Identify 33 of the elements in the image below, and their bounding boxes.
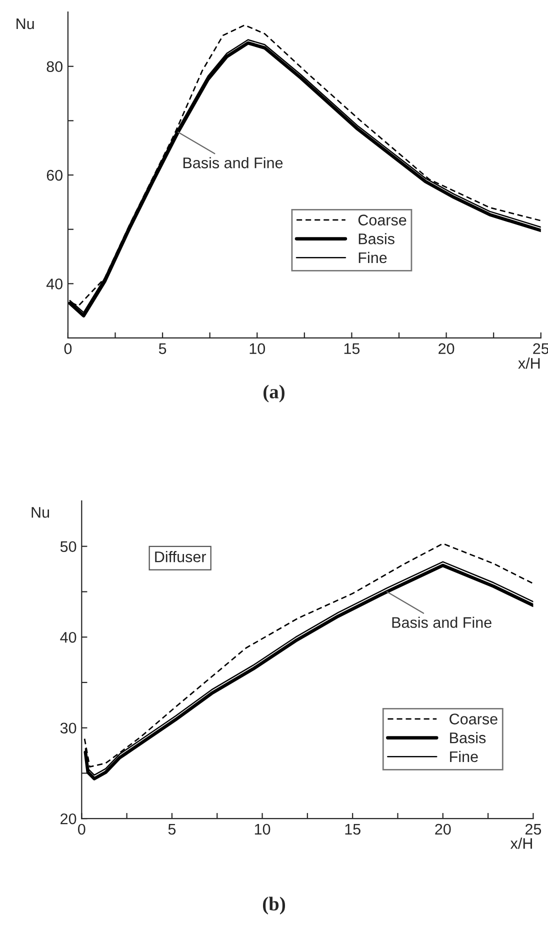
x-tick-label: 10 (250, 343, 266, 354)
text: (a) (264, 384, 284, 402)
y-axis-title: Nu (16, 18, 34, 30)
legend-label: Coarse (358, 214, 406, 226)
x-tick-label: 20 (435, 824, 451, 835)
x-tick-label: 25 (525, 824, 542, 835)
legend-label: Fine (450, 750, 478, 762)
x-tick-label: 0 (64, 343, 72, 354)
y-tick-label: 40 (60, 632, 76, 643)
annotation: Basis and Fine (392, 616, 492, 628)
y-tick-label: 40 (46, 278, 62, 290)
annotation: Basis and Fine (183, 157, 283, 168)
x-tick-label: 15 (344, 343, 360, 354)
annotation: Diffuser (155, 551, 206, 562)
x-tick-label: 15 (345, 824, 360, 835)
x-tick-label: 10 (254, 824, 270, 835)
y-tick-label: 60 (46, 170, 62, 181)
y-tick-label: 20 (60, 813, 76, 824)
x-tick-label: 20 (438, 343, 454, 354)
y-tick-label: 80 (46, 61, 62, 72)
x-tick-label: 0 (78, 824, 86, 835)
legend-label: Basis (450, 732, 486, 744)
x-tick-label: 5 (158, 343, 166, 354)
legend-label: Coarse (450, 714, 498, 724)
y-tick-label: 50 (60, 541, 76, 552)
y-axis-title: Nu (32, 507, 50, 518)
y-tick-label: 30 (60, 722, 76, 734)
x-axis-title: x/H (510, 838, 532, 849)
text: (b) (262, 896, 286, 914)
legend-label: Basis (358, 233, 394, 244)
x-axis-title: x/H (518, 358, 540, 369)
x-tick-label: 5 (168, 824, 176, 835)
legend-label: Fine (358, 252, 387, 264)
